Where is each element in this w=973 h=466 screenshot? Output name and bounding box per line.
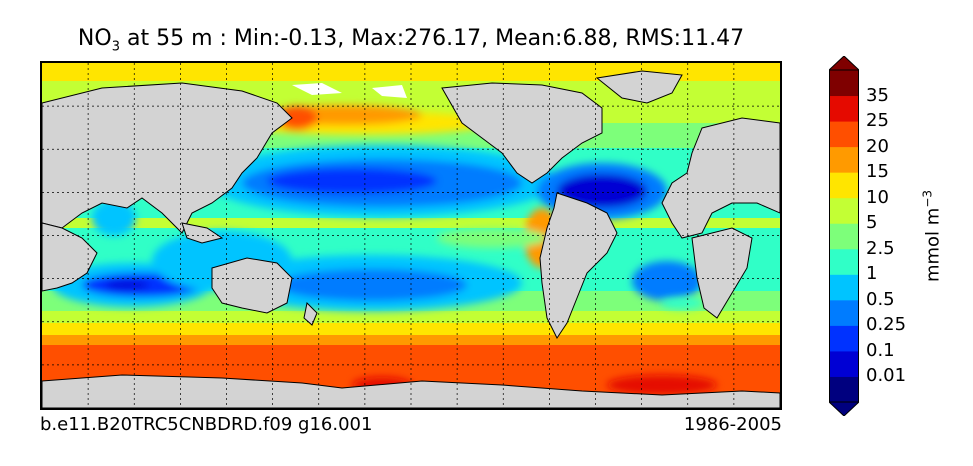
gridlines <box>42 63 780 408</box>
colorbar-segment <box>829 350 859 377</box>
land-greenland <box>595 70 683 104</box>
title-variable: NO <box>77 26 112 51</box>
land-indonesia <box>181 222 224 244</box>
colorbar-segment <box>829 325 859 352</box>
colorbar-segment <box>829 274 859 301</box>
unit-base: mmol m <box>922 207 944 283</box>
colorbar-segment <box>829 248 859 275</box>
land-africa-east <box>42 222 98 292</box>
land-eurasia <box>42 82 293 234</box>
colorbar-segment <box>829 172 859 199</box>
ocean-map <box>40 61 782 410</box>
high-nutrient-regions <box>232 105 717 395</box>
colorbar-segment <box>829 121 859 148</box>
colorbar-unit: mmol m−3 <box>921 190 944 282</box>
colorbar-segment <box>829 376 859 403</box>
land-australia <box>211 257 293 314</box>
colorbar-svg <box>829 56 859 416</box>
title-stats: at 55 m : Min:-0.13, Max:276.17, Mean:6.… <box>119 26 745 51</box>
indian-gyre-core <box>105 281 149 289</box>
colorbar <box>829 56 859 416</box>
land-europe-africa <box>661 117 780 239</box>
colorbar-tick-label: 0.01 <box>866 365 907 387</box>
south-pacific-gyre <box>277 269 467 301</box>
colorbar-segment <box>829 223 859 250</box>
north-atlantic-gyre <box>557 174 647 208</box>
colorbar-tick-label: 1 <box>866 263 878 285</box>
plot-title: NO3 at 55 m : Min:-0.13, Max:276.17, Mea… <box>0 26 822 54</box>
colorbar-tick-label: 15 <box>866 161 889 183</box>
colorbar-segment <box>829 146 859 173</box>
footer-years: 1986-2005 <box>683 414 782 435</box>
colorbar-tick-label: 25 <box>866 110 889 132</box>
map-svg <box>42 63 780 408</box>
no-data-bering <box>292 83 342 95</box>
south-atlantic-gyre <box>632 261 702 301</box>
colorbar-tick-label: 20 <box>866 135 889 157</box>
land-south-africa <box>691 227 753 319</box>
land-north-america <box>441 82 603 184</box>
colorbar-segment <box>829 197 859 224</box>
colorbar-segment <box>829 299 859 326</box>
colorbar-extend-max <box>829 56 859 71</box>
equatorial-tongue <box>437 228 547 248</box>
arctic-band <box>42 63 780 81</box>
land-south-america <box>539 192 618 339</box>
unit-exponent: −3 <box>920 189 935 208</box>
colorbar-tick-label: 0.5 <box>866 288 895 310</box>
footer-case-name: b.e11.B20TRC5CNBDRD.f09 g16.001 <box>40 414 373 435</box>
weddell-sea-high <box>607 375 717 395</box>
no-data-arctic <box>372 85 407 98</box>
colorbar-tick-label: 5 <box>866 212 878 234</box>
colorbar-segment <box>829 95 859 122</box>
okhotsk-high <box>277 106 317 130</box>
no-data <box>292 83 407 98</box>
colorbar-extend-min <box>829 401 859 416</box>
north-pacific-gyre-core <box>267 168 437 194</box>
colorbar-tick-label: 2.5 <box>866 237 895 259</box>
colorbar-tick-label: 35 <box>866 84 889 106</box>
arabian-sea-low <box>92 200 136 236</box>
land-new-zealand <box>303 301 318 326</box>
colorbar-tick-label: 10 <box>866 186 889 208</box>
colorbar-tick-label: 0.1 <box>866 339 895 361</box>
colorbar-tick-label: 0.25 <box>866 314 907 336</box>
colorbar-segment <box>829 70 859 97</box>
title-subscript: 3 <box>111 39 120 55</box>
colorbar-frame <box>829 69 859 403</box>
benguela-edge <box>660 297 704 309</box>
